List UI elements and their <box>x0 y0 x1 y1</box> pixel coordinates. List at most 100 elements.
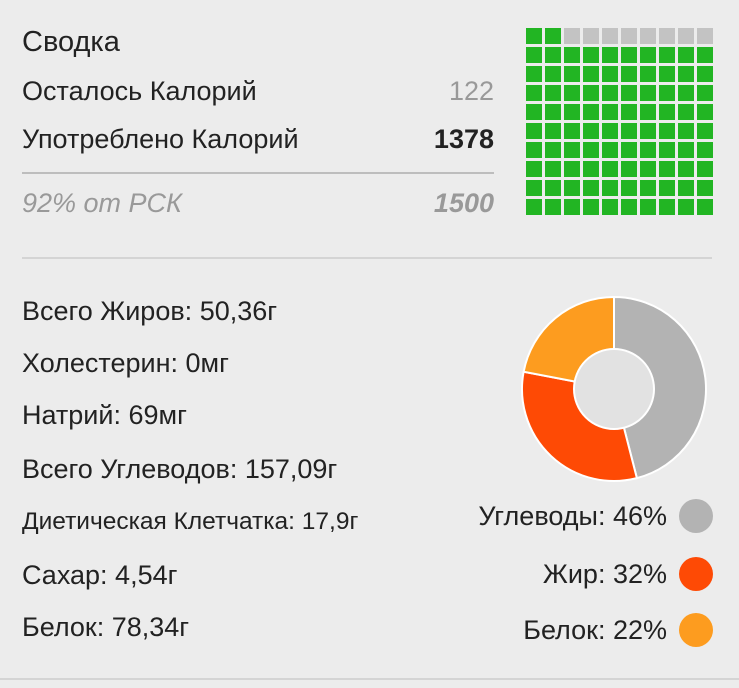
grid-cell-filled <box>545 123 561 139</box>
grid-cell-filled <box>621 85 637 101</box>
grid-cell-filled <box>564 142 580 158</box>
consumed-calories-label: Употреблено Калорий <box>22 124 299 154</box>
summary-title: Сводка <box>22 26 120 58</box>
grid-cell-filled <box>640 85 656 101</box>
grid-cell-filled <box>602 180 618 196</box>
calorie-progress-grid <box>526 28 713 215</box>
grid-cell-filled <box>697 142 713 158</box>
grid-cell-filled <box>640 66 656 82</box>
grid-cell-filled <box>564 66 580 82</box>
grid-cell-filled <box>678 85 694 101</box>
grid-cell-filled <box>640 47 656 63</box>
grid-cell-filled <box>526 47 542 63</box>
grid-cell-filled <box>678 104 694 120</box>
summary-divider <box>22 172 494 174</box>
legend-fat-label: Жир: 32% <box>542 558 667 589</box>
rsk-percent-label: 92% от РСК <box>22 188 182 218</box>
grid-cell-filled <box>526 66 542 82</box>
grid-cell-filled <box>583 142 599 158</box>
grid-cell-filled <box>697 123 713 139</box>
grid-cell-filled <box>602 123 618 139</box>
nutrient-protein: Белок: 78,34г <box>22 612 190 642</box>
grid-cell-empty <box>602 28 618 44</box>
donut-slice-carbs <box>613 295 707 480</box>
grid-cell-filled <box>545 28 561 44</box>
grid-cell-empty <box>659 28 675 44</box>
legend-fat-dot <box>679 557 713 591</box>
grid-cell-filled <box>697 85 713 101</box>
grid-cell-filled <box>526 180 542 196</box>
grid-cell-filled <box>640 123 656 139</box>
nutrient-total-carbs: Всего Углеводов: 157,09г <box>22 454 338 484</box>
grid-cell-filled <box>564 104 580 120</box>
grid-cell-filled <box>602 47 618 63</box>
remaining-calories-row: Осталось Калорий 122 <box>22 76 494 107</box>
grid-cell-filled <box>659 85 675 101</box>
legend-carbs-label: Углеводы: 46% <box>478 500 667 531</box>
grid-cell-filled <box>640 199 656 215</box>
grid-cell-empty <box>621 28 637 44</box>
grid-cell-filled <box>640 161 656 177</box>
grid-cell-filled <box>583 199 599 215</box>
legend-protein-label: Белок: 22% <box>523 614 667 645</box>
grid-cell-filled <box>602 104 618 120</box>
grid-cell-filled <box>526 123 542 139</box>
grid-cell-filled <box>621 66 637 82</box>
grid-cell-empty <box>697 28 713 44</box>
legend-fat: Жир: 32% <box>543 557 713 591</box>
grid-cell-filled <box>678 180 694 196</box>
grid-cell-filled <box>526 104 542 120</box>
grid-cell-filled <box>564 47 580 63</box>
grid-cell-filled <box>659 161 675 177</box>
grid-cell-filled <box>602 161 618 177</box>
grid-cell-filled <box>545 180 561 196</box>
grid-cell-filled <box>545 85 561 101</box>
consumed-calories-value: 1378 <box>433 124 494 154</box>
grid-cell-filled <box>545 161 561 177</box>
grid-cell-filled <box>526 85 542 101</box>
grid-cell-filled <box>602 66 618 82</box>
grid-cell-filled <box>583 85 599 101</box>
grid-cell-empty <box>564 28 580 44</box>
macro-donut-chart <box>521 295 707 482</box>
grid-cell-empty <box>678 28 694 44</box>
grid-cell-filled <box>621 180 637 196</box>
grid-cell-filled <box>659 142 675 158</box>
grid-cell-filled <box>659 180 675 196</box>
grid-cell-filled <box>545 47 561 63</box>
grid-cell-filled <box>678 123 694 139</box>
remaining-calories-value: 122 <box>448 76 494 106</box>
grid-cell-filled <box>697 199 713 215</box>
grid-cell-filled <box>583 180 599 196</box>
grid-cell-empty <box>640 28 656 44</box>
remaining-calories-label: Осталось Калорий <box>22 76 257 106</box>
grid-cell-filled <box>564 85 580 101</box>
grid-cell-filled <box>545 66 561 82</box>
nutrient-sodium: Натрий: 69мг <box>22 400 187 430</box>
grid-cell-filled <box>678 142 694 158</box>
grid-cell-filled <box>583 66 599 82</box>
legend-carbs: Углеводы: 46% <box>478 499 713 533</box>
nutrient-cholesterol: Холестерин: 0мг <box>22 348 229 378</box>
grid-cell-filled <box>602 199 618 215</box>
grid-cell-filled <box>583 123 599 139</box>
legend-protein-dot <box>679 613 713 647</box>
grid-cell-filled <box>659 66 675 82</box>
section-divider <box>22 257 712 259</box>
grid-cell-filled <box>621 199 637 215</box>
grid-cell-filled <box>621 47 637 63</box>
grid-cell-filled <box>526 142 542 158</box>
grid-cell-filled <box>545 142 561 158</box>
grid-cell-filled <box>564 180 580 196</box>
grid-cell-filled <box>526 28 542 44</box>
grid-cell-filled <box>583 47 599 63</box>
grid-cell-filled <box>621 123 637 139</box>
grid-cell-filled <box>621 142 637 158</box>
grid-cell-filled <box>659 199 675 215</box>
bottom-divider <box>0 678 739 680</box>
legend-protein: Белок: 22% <box>523 613 713 647</box>
grid-cell-filled <box>697 104 713 120</box>
grid-cell-filled <box>564 161 580 177</box>
grid-cell-filled <box>678 161 694 177</box>
grid-cell-filled <box>526 161 542 177</box>
